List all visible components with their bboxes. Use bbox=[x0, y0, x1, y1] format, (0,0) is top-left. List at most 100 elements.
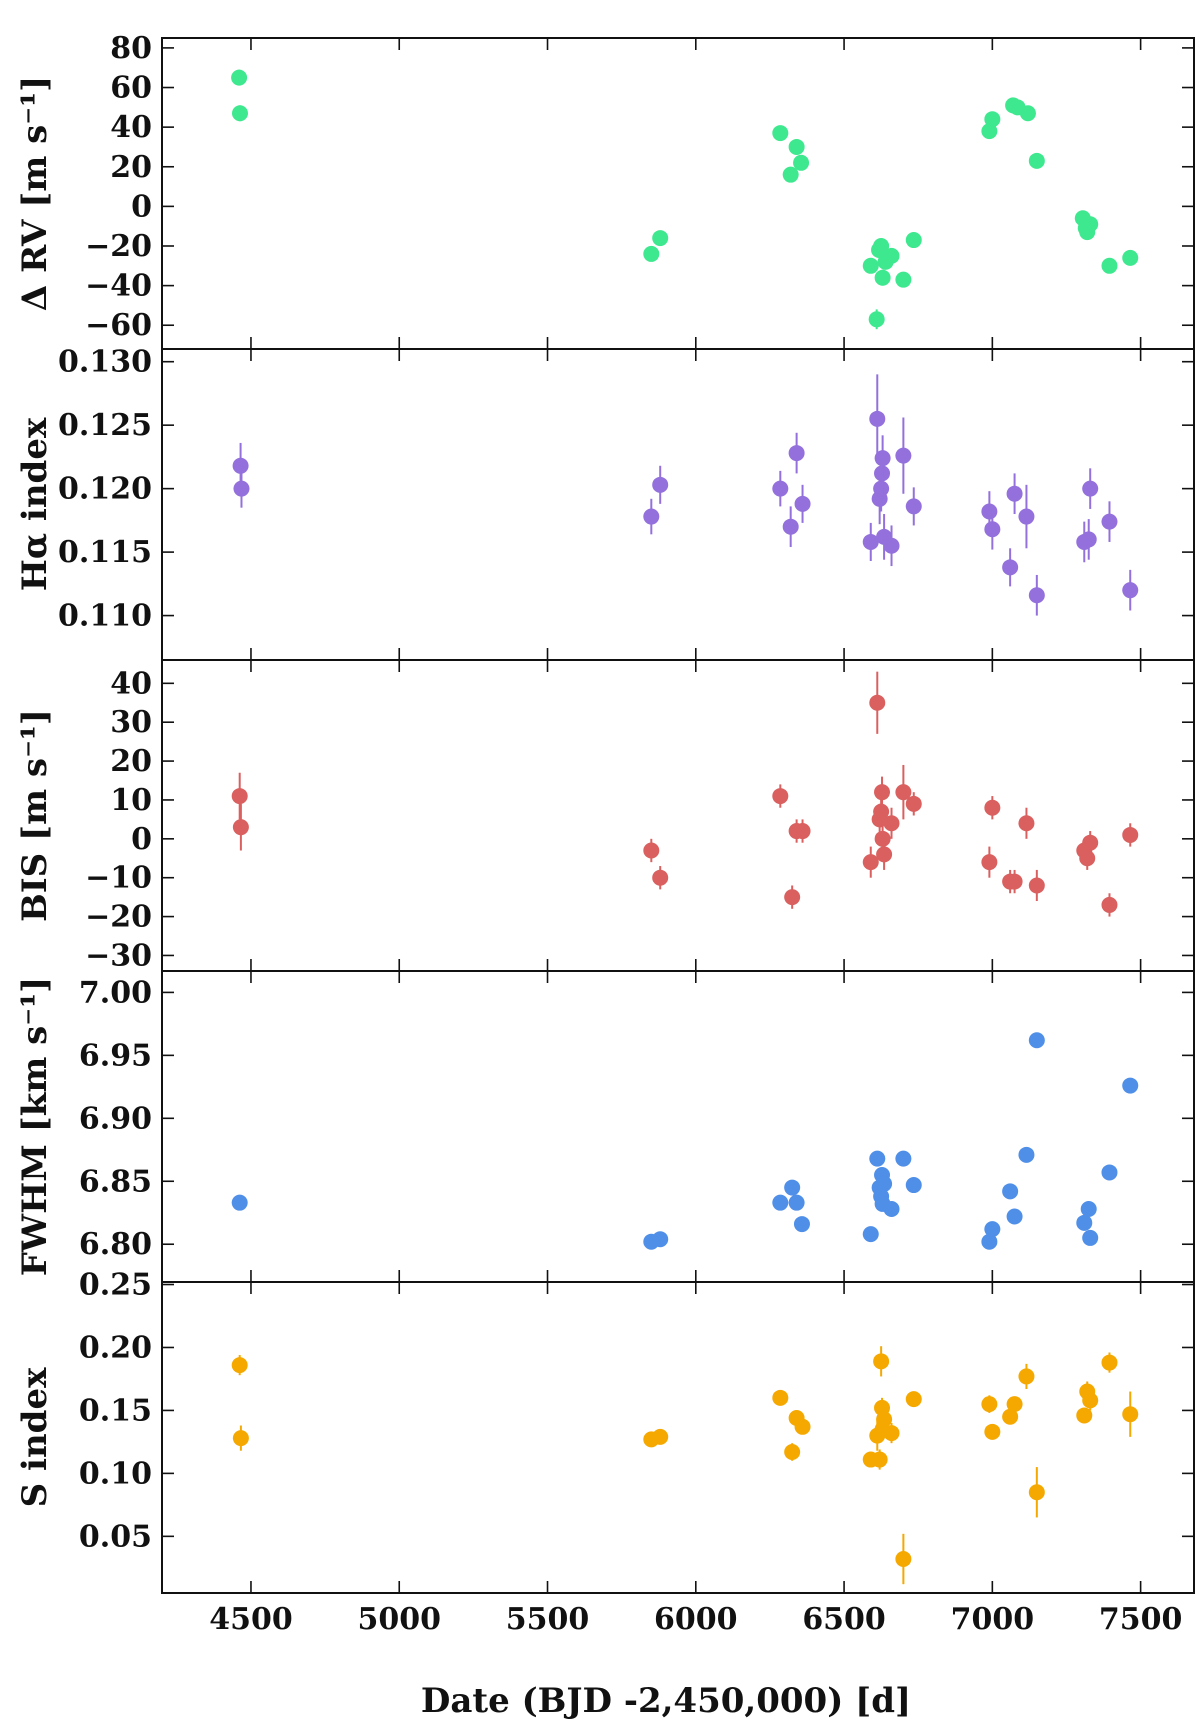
data-point bbox=[232, 819, 249, 836]
data-point bbox=[788, 1194, 805, 1211]
data-point bbox=[981, 854, 998, 871]
data-point bbox=[905, 232, 922, 249]
y-tick-label: −20 bbox=[85, 229, 152, 264]
y-tick-label: 0.125 bbox=[58, 408, 152, 443]
y-tick-label: 0.20 bbox=[79, 1330, 152, 1365]
data-point bbox=[981, 503, 998, 520]
data-point bbox=[905, 498, 922, 515]
data-point bbox=[1082, 1229, 1099, 1246]
data-point bbox=[772, 1194, 789, 1211]
data-point bbox=[862, 854, 879, 871]
data-point bbox=[1006, 1396, 1023, 1413]
data-point bbox=[1122, 582, 1139, 599]
data-point bbox=[874, 784, 891, 801]
panel-s-index: 0.05 0.10 0.15 0.20 0.25 4500 5000 5500 6000 6500… bbox=[15, 1268, 1195, 1637]
data-point bbox=[652, 476, 669, 493]
data-point bbox=[794, 823, 811, 840]
data-point bbox=[1101, 1164, 1118, 1181]
y-tick-label: 60 bbox=[110, 71, 152, 106]
data-point bbox=[1028, 1032, 1045, 1049]
data-point bbox=[231, 1357, 248, 1374]
data-point bbox=[895, 784, 912, 801]
data-point bbox=[784, 1179, 801, 1196]
data-point bbox=[232, 1430, 249, 1447]
panel-h-alpha-index: 0.110 0.115 0.120 0.125 0.130 Hα index bbox=[15, 345, 1195, 661]
panel-frame bbox=[161, 348, 1195, 661]
data-point bbox=[793, 1216, 810, 1233]
data-point bbox=[905, 1177, 922, 1194]
y-tick-label: 7.00 bbox=[79, 975, 152, 1010]
panels-layer: −60 −40 −20 0 20 40 60 80 Δ RV [m s⁻¹] 0.110 0.115… bbox=[15, 31, 1195, 1637]
data-point bbox=[1006, 485, 1023, 502]
data-point bbox=[772, 1389, 789, 1406]
data-point bbox=[793, 154, 810, 171]
data-point bbox=[231, 788, 248, 805]
data-point bbox=[873, 237, 890, 254]
x-tick-label: 5500 bbox=[506, 1602, 590, 1637]
data-point bbox=[876, 1411, 893, 1428]
data-point bbox=[1006, 1208, 1023, 1225]
data-point bbox=[883, 247, 900, 264]
data-point bbox=[1122, 826, 1139, 843]
data-point bbox=[873, 803, 890, 820]
y-tick-label: −30 bbox=[85, 938, 152, 973]
y-tick-label: 40 bbox=[110, 110, 152, 145]
data-point bbox=[1028, 877, 1045, 894]
x-axis-label: Date (BJD -2,450,000) [d] bbox=[421, 1681, 911, 1721]
data-point bbox=[869, 410, 886, 427]
data-point bbox=[1002, 559, 1019, 576]
data-point bbox=[643, 245, 660, 262]
x-tick-label: 4500 bbox=[209, 1602, 293, 1637]
data-point bbox=[652, 1428, 669, 1445]
data-point bbox=[862, 257, 879, 274]
y-tick-label: 0.25 bbox=[79, 1268, 152, 1303]
data-point bbox=[873, 1353, 890, 1370]
x-tick-label: 5000 bbox=[357, 1602, 441, 1637]
y-tick-label: 0 bbox=[131, 822, 152, 857]
data-point bbox=[874, 269, 891, 286]
data-point bbox=[883, 815, 900, 832]
data-point bbox=[876, 846, 893, 863]
data-point bbox=[1002, 1408, 1019, 1425]
y-tick-label: −40 bbox=[85, 269, 152, 304]
data-point bbox=[794, 1418, 811, 1435]
y-axis-label-fwhm: FWHM [km s⁻¹] bbox=[15, 977, 55, 1276]
data-point bbox=[643, 508, 660, 525]
data-point bbox=[905, 1391, 922, 1408]
data-point bbox=[652, 1231, 669, 1248]
data-point bbox=[231, 1194, 248, 1211]
data-point bbox=[772, 788, 789, 805]
data-point bbox=[1122, 1077, 1139, 1094]
data-point bbox=[1028, 152, 1045, 169]
data-point bbox=[788, 445, 805, 462]
data-point bbox=[788, 138, 805, 155]
data-point bbox=[883, 537, 900, 554]
data-point bbox=[784, 1443, 801, 1460]
data-point bbox=[981, 1233, 998, 1250]
data-point bbox=[984, 1221, 1001, 1238]
data-point bbox=[984, 521, 1001, 538]
y-tick-label: 6.85 bbox=[79, 1164, 152, 1199]
y-tick-label: 0.130 bbox=[58, 345, 152, 380]
data-point bbox=[1082, 216, 1099, 233]
data-point bbox=[862, 1226, 879, 1243]
y-tick-label: 6.90 bbox=[79, 1101, 152, 1136]
data-point bbox=[871, 1451, 888, 1468]
data-point bbox=[981, 1396, 998, 1413]
data-point bbox=[1082, 834, 1099, 851]
panel-delta-rv: −60 −40 −20 0 20 40 60 80 Δ RV [m s⁻¹] bbox=[15, 31, 1195, 350]
x-tick-label: 6500 bbox=[802, 1602, 886, 1637]
data-point bbox=[883, 1200, 900, 1217]
data-point bbox=[782, 518, 799, 535]
data-point bbox=[643, 842, 660, 859]
data-point bbox=[895, 1551, 912, 1568]
data-point bbox=[233, 480, 250, 497]
data-point bbox=[895, 447, 912, 464]
x-tick-label: 7500 bbox=[1099, 1602, 1183, 1637]
data-point bbox=[1019, 105, 1036, 122]
data-point bbox=[984, 799, 1001, 816]
y-axis-label-bis: BIS [m s⁻¹] bbox=[15, 709, 55, 922]
panel-frame bbox=[161, 1281, 1195, 1594]
data-point bbox=[869, 1150, 886, 1167]
data-point bbox=[231, 69, 248, 86]
